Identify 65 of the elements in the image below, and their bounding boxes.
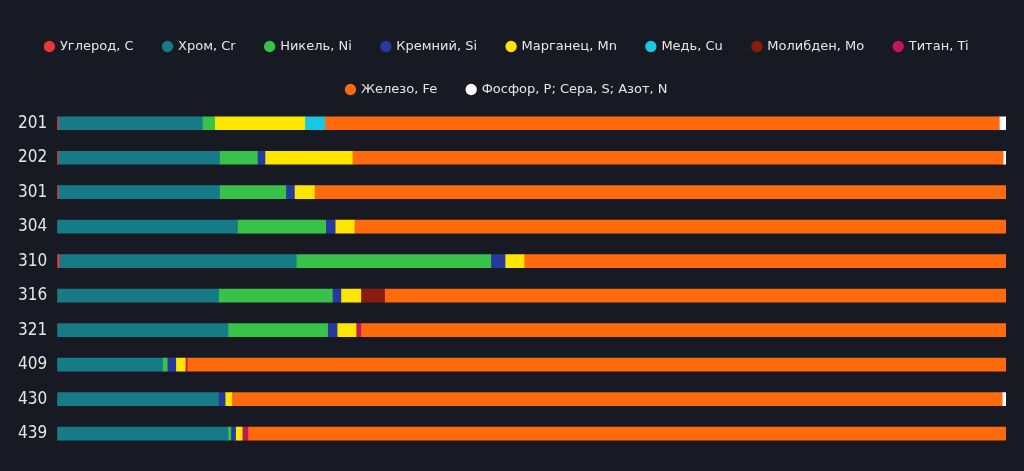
legend-label: Кремний, Si: [396, 37, 478, 53]
bar: [523, 254, 1006, 268]
bar: [57, 392, 219, 406]
bar: [214, 116, 306, 131]
bar: [360, 323, 1006, 337]
y-tick-label: 301: [18, 180, 48, 201]
bar: [57, 323, 229, 337]
legend-label: Никель, Ni: [280, 37, 352, 53]
bar: [57, 288, 219, 303]
bar: [1002, 150, 1006, 165]
bar: [360, 288, 385, 303]
bar: [294, 185, 315, 200]
bar: [304, 116, 326, 131]
legend-label: Медь, Cu: [661, 37, 723, 53]
legend-label: Фосфор, P; Сера, S; Азот, N: [481, 80, 668, 96]
bar: [57, 219, 238, 234]
bar: [57, 150, 220, 165]
bar: [235, 426, 243, 441]
bar: [57, 185, 220, 200]
y-tick-label: 439: [18, 421, 48, 442]
bar: [340, 288, 362, 303]
legend-label: Хром, Cr: [178, 37, 237, 53]
legend-label: Углерод, C: [59, 37, 134, 53]
bar: [57, 116, 203, 131]
bar: [227, 323, 328, 337]
y-tick-label: 430: [18, 387, 48, 408]
y-tick-label: 202: [18, 146, 48, 167]
bar: [218, 288, 333, 303]
bar: [504, 254, 525, 268]
legend-label: Молибден, Mo: [767, 37, 865, 53]
bar: [219, 150, 258, 165]
bar: [57, 357, 163, 372]
bar: [237, 219, 327, 234]
bar: [384, 288, 1006, 303]
bar: [202, 116, 216, 131]
bar: [324, 116, 1000, 131]
bar: [353, 219, 1006, 234]
bar: [175, 357, 186, 372]
bar: [327, 323, 338, 337]
bar: [313, 185, 1006, 200]
bar: [247, 426, 1006, 441]
y-tick-label: 304: [18, 215, 48, 236]
bar: [231, 392, 1003, 406]
bar: [490, 254, 506, 268]
bar: [57, 426, 229, 441]
y-tick-label: 316: [18, 284, 48, 305]
legend-label: Марганец, Mn: [521, 37, 617, 53]
bar: [334, 219, 355, 234]
bar: [264, 150, 353, 165]
y-tick-label: 201: [18, 111, 48, 132]
bar: [295, 254, 492, 268]
legend-label: Железо, Fe: [360, 80, 438, 96]
bar: [186, 357, 1006, 372]
bar: [219, 185, 287, 200]
bar: [58, 254, 297, 268]
bar: [285, 185, 295, 200]
bar: [325, 219, 336, 234]
y-tick-label: 310: [18, 249, 48, 270]
bar: [224, 392, 233, 406]
bar: [355, 323, 362, 337]
y-tick-label: 321: [18, 318, 48, 339]
y-tick-label: 409: [18, 353, 48, 374]
bar: [336, 323, 357, 337]
bar: [351, 150, 1004, 165]
legend-label: Титан, Ti: [907, 37, 969, 53]
